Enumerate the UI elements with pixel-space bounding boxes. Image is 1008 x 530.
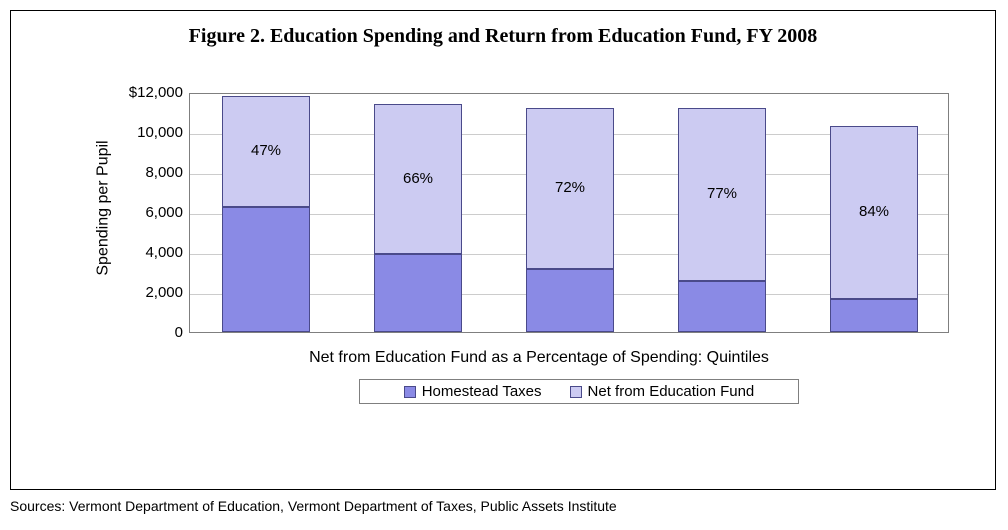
sources-caption: Sources: Vermont Department of Education… — [10, 498, 617, 514]
y-tick-label: $12,000 — [103, 84, 183, 101]
bar-group: 66% — [374, 104, 462, 332]
bar-group: 47% — [222, 96, 310, 332]
plot-area: 47% 66% 72% 77% 84% — [189, 93, 949, 333]
legend-item-netfund: Net from Education Fund — [570, 383, 755, 400]
bar-segment-homestead — [222, 207, 310, 332]
bar-group: 84% — [830, 126, 918, 332]
x-axis-title: Net from Education Fund as a Percentage … — [119, 349, 959, 367]
bar-pct-label: 47% — [222, 142, 310, 159]
bar-pct-label: 84% — [830, 203, 918, 220]
y-tick-label: 2,000 — [103, 284, 183, 301]
bar-pct-label: 66% — [374, 170, 462, 187]
bar-group: 77% — [678, 108, 766, 332]
legend: Homestead Taxes Net from Education Fund — [359, 379, 799, 404]
y-tick-label: 6,000 — [103, 204, 183, 221]
figure-frame: Figure 2. Education Spending and Return … — [10, 10, 996, 490]
legend-swatch-icon — [404, 386, 416, 398]
legend-item-homestead: Homestead Taxes — [404, 383, 542, 400]
bar-segment-homestead — [374, 254, 462, 332]
y-tick-label: 10,000 — [103, 124, 183, 141]
bar-segment-homestead — [830, 299, 918, 332]
bar-pct-label: 77% — [678, 185, 766, 202]
bar-segment-homestead — [526, 269, 614, 332]
y-tick-label: 8,000 — [103, 164, 183, 181]
chart-area: Spending per Pupil 02,0004,0006,0008,000… — [119, 83, 959, 393]
legend-label: Net from Education Fund — [588, 383, 755, 400]
bar-pct-label: 72% — [526, 179, 614, 196]
y-tick-label: 4,000 — [103, 244, 183, 261]
bar-group: 72% — [526, 108, 614, 332]
legend-label: Homestead Taxes — [422, 383, 542, 400]
bar-segment-homestead — [678, 281, 766, 332]
legend-swatch-icon — [570, 386, 582, 398]
y-tick-label: 0 — [103, 324, 183, 341]
figure-title: Figure 2. Education Spending and Return … — [11, 25, 995, 48]
